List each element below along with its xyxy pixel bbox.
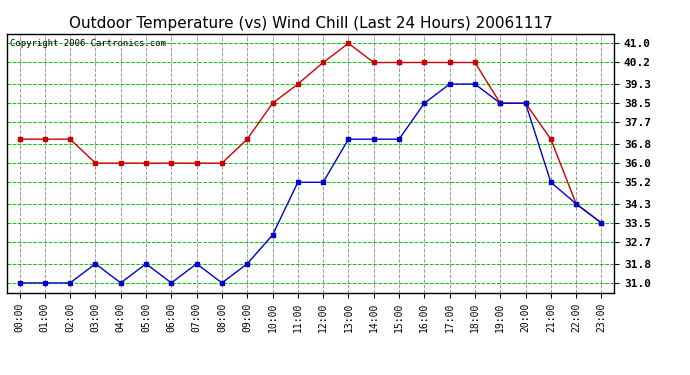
Text: Copyright 2006 Cartronics.com: Copyright 2006 Cartronics.com bbox=[10, 39, 166, 48]
Title: Outdoor Temperature (vs) Wind Chill (Last 24 Hours) 20061117: Outdoor Temperature (vs) Wind Chill (Las… bbox=[68, 16, 553, 31]
